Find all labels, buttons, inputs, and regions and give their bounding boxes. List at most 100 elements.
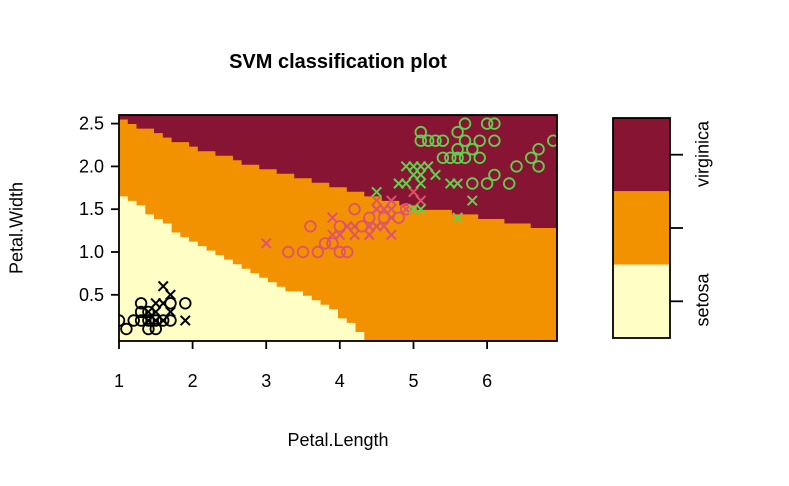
setosa-point-o — [134, 305, 148, 319]
setosa-point-x — [179, 315, 191, 326]
virginica-point-o — [466, 177, 479, 190]
virginica-point-o — [532, 142, 545, 156]
virginica-point-o — [525, 151, 538, 165]
y-tick-label: 0.5 — [79, 285, 104, 305]
setosa-point-o — [134, 297, 148, 310]
versicolor-point-x — [260, 237, 272, 249]
x-tick-label: 4 — [335, 371, 345, 391]
virginica-point-o — [414, 134, 428, 147]
virginica-point-o — [436, 134, 450, 147]
versicolor-point-x — [334, 229, 346, 241]
y-tick-label: 1.5 — [79, 199, 104, 219]
setosa-point-o — [149, 314, 163, 327]
virginica-point-o — [473, 151, 486, 165]
setosa-point-x — [150, 306, 162, 318]
virginica-point-x — [415, 178, 427, 189]
virginica-point-o — [451, 142, 464, 156]
colorbar-segment-setosa — [613, 264, 670, 338]
virginica-point-x — [452, 178, 464, 189]
virginica-point-x — [466, 195, 478, 207]
virginica-point-x — [415, 169, 427, 181]
colorbar — [612, 117, 683, 339]
versicolor-point-x — [327, 212, 338, 224]
plot-title: SVM classification plot — [229, 51, 447, 73]
x-tick-label: 1 — [114, 371, 124, 391]
versicolor-point-x — [408, 186, 419, 198]
virginica-point-o — [451, 151, 464, 165]
versicolor-point-o — [392, 211, 405, 224]
virginica-point-o — [503, 177, 516, 190]
virginica-point-o — [414, 125, 428, 139]
x-axis-title: Petal.Length — [287, 430, 389, 450]
virginica-point-o — [422, 134, 435, 147]
virginica-point-o — [429, 134, 442, 147]
versicolor-point-x — [349, 229, 361, 241]
virginica-point-x — [415, 203, 427, 215]
setosa-point-o — [142, 322, 155, 336]
virginica-point-o — [480, 177, 494, 190]
virginica-point-o — [458, 151, 472, 165]
versicolor-point-x — [415, 195, 427, 207]
x-tick-label: 5 — [408, 371, 418, 391]
virginica-point-x — [400, 178, 412, 189]
versicolor-point-o — [333, 220, 347, 233]
virginica-point-x — [452, 212, 464, 224]
setosa-point-x — [165, 306, 176, 318]
y-tick-label: 2.0 — [79, 156, 104, 176]
setosa-point-x — [157, 280, 169, 292]
setosa-point-o — [149, 322, 163, 336]
virginica-point-o — [466, 142, 479, 156]
setosa-point-o — [119, 314, 126, 327]
setosa-point-o — [156, 314, 170, 327]
virginica-point-x — [422, 160, 434, 172]
setosa-point-o — [179, 297, 192, 310]
colorbar-segment-virginica — [613, 118, 670, 192]
versicolor-point-o — [296, 245, 310, 259]
setosa-point-o — [142, 314, 155, 327]
versicolor-point-o — [363, 211, 376, 224]
setosa-point-x — [165, 289, 176, 301]
virginica-point-o — [488, 134, 501, 147]
versicolor-point-o — [355, 220, 369, 233]
virginica-point-o — [444, 151, 457, 165]
y-axis-title: Petal.Width — [6, 181, 27, 275]
versicolor-point-o — [348, 202, 361, 216]
versicolor-point-o — [318, 237, 332, 250]
virginica-point-o — [458, 117, 472, 130]
virginica-point-o — [532, 160, 545, 173]
virginica-point-o — [488, 117, 501, 130]
colorbar-segment-versicolor — [613, 191, 670, 265]
colorbar-label-virginica: virginica — [692, 120, 713, 188]
virginica-point-o — [436, 151, 450, 165]
versicolor-point-x — [371, 195, 383, 207]
setosa-point-o — [120, 322, 133, 336]
versicolor-point-o — [333, 245, 347, 259]
x-tick-label: 2 — [188, 371, 198, 391]
virginica-point-x — [430, 169, 441, 181]
x-tick-label: 6 — [482, 371, 492, 391]
versicolor-point-o — [282, 245, 295, 259]
setosa-point-o — [142, 305, 155, 319]
y-axis: 0.5 1.0 1.5 2.0 2.5 — [79, 114, 119, 305]
virginica-point-o — [458, 134, 472, 147]
virginica-point-o — [480, 117, 494, 130]
x-tick-label: 3 — [261, 371, 271, 391]
setosa-point-o — [134, 314, 148, 327]
versicolor-point-o — [326, 237, 339, 250]
versicolor-point-o — [304, 220, 317, 233]
versicolor-point-o — [377, 211, 391, 224]
x-axis: 1 2 3 4 5 6 — [114, 341, 492, 391]
versicolor-point-x — [378, 220, 390, 232]
virginica-point-o — [547, 134, 557, 147]
plot-box — [118, 114, 558, 342]
y-tick-label: 2.5 — [79, 114, 104, 134]
versicolor-point-x — [385, 195, 397, 207]
virginica-point-o — [473, 134, 486, 147]
data-points — [119, 117, 557, 336]
virginica-point-o — [510, 160, 523, 173]
virginica-point-x — [371, 186, 383, 198]
versicolor-point-x — [363, 229, 375, 241]
virginica-point-o — [451, 125, 464, 139]
